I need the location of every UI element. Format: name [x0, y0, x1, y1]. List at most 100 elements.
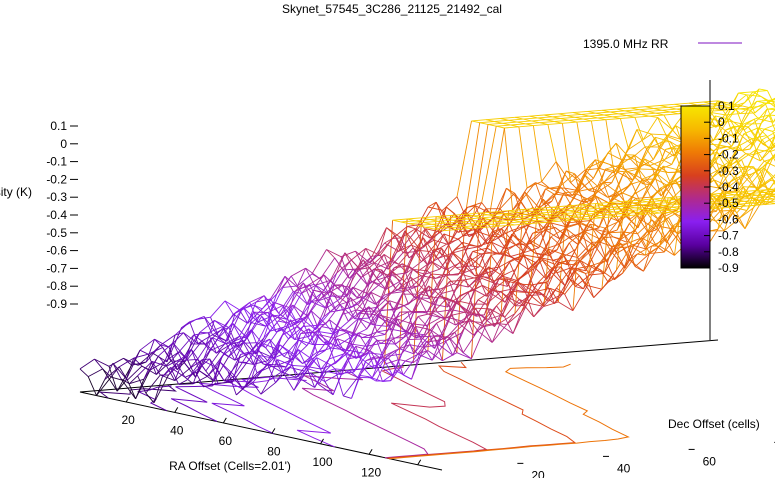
- mesh-segment: [431, 261, 447, 271]
- mesh-segment: [603, 171, 619, 183]
- mesh-segment: [758, 118, 774, 123]
- mesh-segment: [425, 268, 440, 275]
- mesh-segment: [743, 173, 752, 177]
- mesh-segment: [125, 350, 141, 382]
- mesh-segment: [564, 293, 574, 311]
- mesh-segment: [397, 269, 414, 290]
- mesh-segment: [402, 263, 418, 273]
- mesh-segment: [573, 260, 582, 266]
- mesh-segment: [472, 227, 488, 245]
- mesh-segment: [608, 172, 625, 204]
- mesh-segment: [654, 137, 664, 161]
- mesh-segment: [409, 222, 424, 225]
- mesh-segment: [479, 121, 495, 124]
- mesh-segment: [439, 283, 454, 290]
- mesh-segment: [267, 305, 283, 313]
- mesh-segment: [397, 312, 413, 326]
- mesh-segment: [660, 226, 675, 230]
- mesh-segment: [605, 168, 614, 172]
- mesh-segment: [358, 268, 369, 286]
- mesh-segment: [668, 105, 683, 108]
- mesh-segment: [559, 173, 575, 187]
- mesh-segment: [375, 254, 385, 269]
- mesh-segment: [422, 237, 439, 259]
- mesh-segment: [248, 351, 258, 374]
- mesh-segment: [436, 315, 452, 324]
- mesh-segment: [482, 284, 498, 293]
- mesh-segment: [622, 253, 638, 274]
- contour-line: [389, 363, 630, 460]
- mesh-segment: [318, 384, 334, 396]
- mesh-segment: [465, 212, 480, 215]
- mesh-segment: [765, 198, 775, 206]
- mesh-segment: [713, 106, 729, 109]
- mesh-segment: [605, 242, 622, 261]
- mesh-segment: [752, 201, 768, 204]
- mesh-segment: [380, 342, 396, 345]
- mesh-segment: [420, 275, 436, 279]
- mesh-segment: [312, 326, 322, 345]
- mesh-segment: [753, 148, 769, 156]
- mesh-segment: [766, 135, 775, 149]
- mesh-segment: [323, 304, 339, 318]
- mesh-segment: [649, 114, 664, 117]
- mesh-segment: [558, 234, 574, 245]
- mesh-segment: [479, 211, 495, 214]
- mesh-segment: [383, 289, 399, 296]
- mesh-segment: [379, 234, 396, 256]
- mesh-segment: [418, 297, 428, 313]
- contour-line: [199, 376, 274, 435]
- mesh-segment: [323, 341, 332, 349]
- mesh-segment: [349, 350, 365, 354]
- mesh-segment: [265, 327, 281, 349]
- mesh-segment: [607, 152, 623, 161]
- mesh-segment: [104, 366, 120, 380]
- mesh-segment: [489, 213, 505, 236]
- mesh-segment: [590, 223, 605, 229]
- mesh-segment: [584, 169, 594, 179]
- mesh-segment: [502, 121, 518, 124]
- mesh-segment: [466, 245, 482, 250]
- z-tick-label: -0.7: [46, 261, 67, 275]
- mesh-segment: [755, 149, 771, 153]
- mesh-segment: [611, 154, 627, 183]
- mesh-segment: [170, 367, 180, 385]
- mesh-segment: [555, 214, 571, 218]
- mesh-segment: [709, 184, 725, 196]
- mesh-segment: [565, 223, 581, 229]
- mesh-segment: [547, 122, 563, 125]
- mesh-segment: [446, 297, 462, 307]
- mesh-segment: [268, 359, 278, 380]
- mesh-segment: [771, 193, 775, 195]
- mesh-segment: [642, 133, 652, 141]
- mesh-segment: [209, 358, 219, 384]
- mesh-segment: [335, 329, 345, 332]
- mesh-segment: [315, 274, 325, 286]
- mesh-segment: [608, 231, 624, 234]
- x-axis-label: RA Offset (Cells=2.01'): [169, 459, 291, 473]
- mesh-segment: [374, 338, 390, 369]
- mesh-segment: [228, 307, 244, 328]
- mesh-segment: [514, 294, 530, 314]
- mesh-segment: [513, 271, 529, 284]
- mesh-segment: [605, 164, 621, 170]
- mesh-segment: [510, 123, 526, 126]
- mesh-segment: [470, 257, 486, 271]
- mesh-segment: [108, 357, 124, 367]
- mesh-segment: [538, 193, 555, 209]
- mesh-segment: [640, 178, 656, 203]
- mesh-segment: [760, 109, 775, 125]
- mesh-segment: [663, 203, 679, 206]
- mesh-segment: [583, 265, 599, 290]
- mesh-segment: [523, 254, 539, 258]
- mesh-segment: [359, 262, 375, 270]
- mesh-segment: [545, 118, 561, 121]
- mesh-segment: [518, 215, 534, 218]
- mesh-segment: [574, 206, 590, 209]
- mesh-segment: [615, 214, 631, 218]
- x-tick-label: 60: [219, 434, 233, 448]
- mesh-segment: [584, 174, 594, 189]
- mesh-segment: [535, 182, 551, 189]
- mesh-segment: [243, 307, 259, 323]
- mesh-segment: [135, 369, 151, 400]
